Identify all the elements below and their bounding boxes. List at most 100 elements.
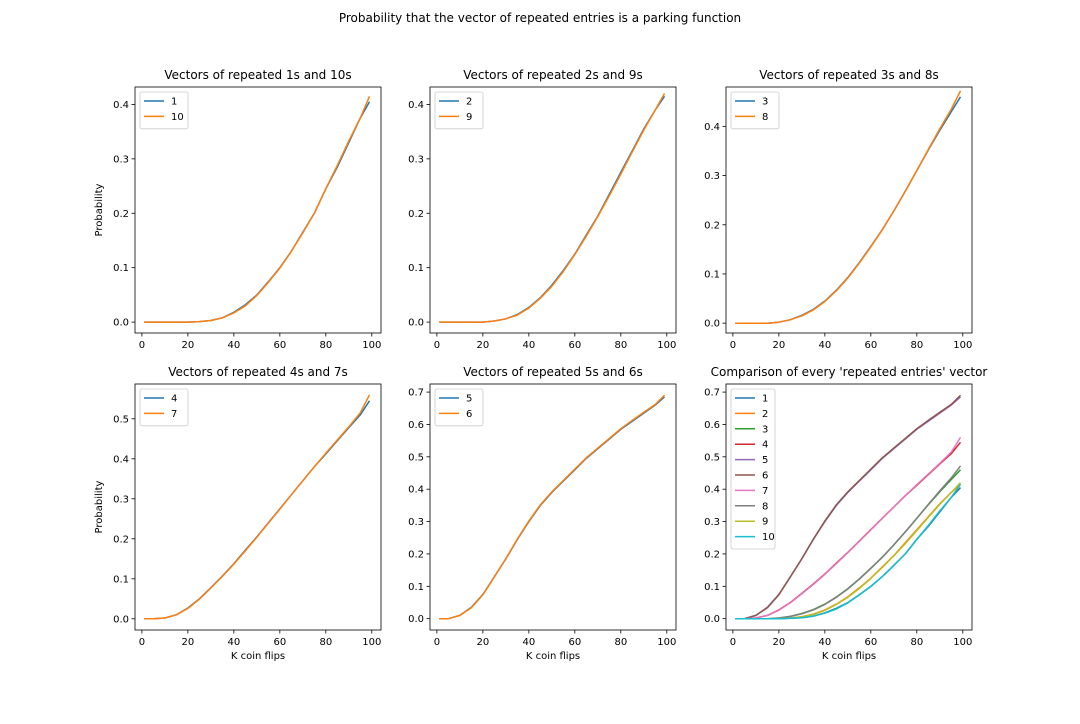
- x-tick-label: 80: [910, 637, 923, 648]
- series-line-10: [144, 96, 371, 323]
- y-tick-label: 0.7: [704, 388, 720, 399]
- x-tick-label: 60: [273, 340, 286, 351]
- x-tick-label: 0: [730, 637, 736, 648]
- x-tick-label: 20: [182, 637, 195, 648]
- plot-frame: [134, 383, 382, 631]
- x-tick-label: 80: [910, 340, 923, 351]
- x-tick-label: 60: [864, 637, 877, 648]
- y-tick-label: 0.6: [408, 420, 424, 431]
- x-tick-label: 60: [864, 340, 877, 351]
- subplot-title: Vectors of repeated 4s and 7s: [168, 365, 348, 379]
- x-tick-label: 80: [319, 637, 332, 648]
- series-line-10: [735, 483, 962, 620]
- legend-label: 1: [171, 97, 177, 108]
- subplot-title: Vectors of repeated 2s and 9s: [463, 68, 643, 82]
- legend-label: 4: [762, 440, 768, 451]
- y-tick-label: 0.1: [113, 574, 129, 585]
- y-tick-label: 0.2: [704, 549, 720, 560]
- x-tick-label: 0: [139, 637, 145, 648]
- y-tick-label: 0.4: [704, 485, 720, 496]
- plot-frame: [429, 383, 677, 631]
- legend-label: 7: [762, 486, 768, 497]
- legend-label: 2: [762, 409, 768, 420]
- legend-label: 9: [466, 112, 472, 123]
- plot-frame: [429, 86, 677, 334]
- legend-box: [434, 91, 484, 130]
- x-tick-label: 0: [434, 637, 440, 648]
- legend-label: 4: [171, 394, 177, 405]
- y-tick-label: 0.2: [408, 209, 424, 220]
- y-tick-label: 0.3: [408, 154, 424, 165]
- subplot-title: Vectors of repeated 3s and 8s: [759, 68, 939, 82]
- x-tick-label: 100: [362, 340, 381, 351]
- x-tick-label: 0: [139, 340, 145, 351]
- y-tick-label: 0.4: [113, 100, 129, 111]
- figure-title: Probability that the vector of repeated …: [338, 11, 742, 25]
- y-tick-label: 0.0: [408, 318, 424, 329]
- legend: 56: [434, 388, 484, 427]
- y-tick-label: 0.1: [408, 582, 424, 593]
- legend-label: 1: [762, 394, 768, 405]
- legend-box: [730, 91, 780, 130]
- legend: 110: [139, 91, 189, 130]
- legend-label: 8: [762, 112, 768, 123]
- legend-label: 8: [762, 501, 768, 512]
- x-axis-label: K coin flips: [231, 651, 285, 662]
- y-tick-label: 0.3: [113, 494, 129, 505]
- x-tick-label: 20: [773, 637, 786, 648]
- series-lines: [439, 93, 666, 323]
- y-tick-label: 0.0: [113, 614, 129, 625]
- series-line-1: [144, 101, 371, 323]
- y-axis-label: Probability: [94, 183, 105, 236]
- y-tick-label: 0.2: [113, 209, 129, 220]
- legend-label: 2: [466, 97, 472, 108]
- series-line-8: [735, 465, 962, 620]
- legend-label: 5: [762, 455, 768, 466]
- subplot-3: Vectors of repeated 3s and 8s 0 20 40 60 80 10…: [704, 68, 973, 351]
- x-tick-label: 40: [818, 637, 831, 648]
- series-line-6: [735, 394, 962, 620]
- y-tick-label: 0.0: [113, 318, 129, 329]
- y-tick-label: 0.0: [704, 614, 720, 625]
- legend-label: 3: [762, 424, 768, 435]
- subplot-4: Vectors of repeated 4s and 7s 0 20 40 60 80 10…: [94, 365, 382, 662]
- series-lines: [735, 394, 962, 620]
- subplot-2: Vectors of repeated 2s and 9s 0 20 40 60 80 10…: [408, 68, 677, 351]
- series-lines: [144, 394, 371, 620]
- series-line-6: [439, 394, 666, 620]
- y-tick-label: 0.4: [113, 454, 129, 465]
- x-axis-label: K coin flips: [526, 651, 580, 662]
- legend-label: 10: [762, 532, 775, 543]
- y-tick-label: 0.2: [704, 220, 720, 231]
- x-tick-label: 20: [182, 340, 195, 351]
- y-tick-label: 0.4: [704, 122, 720, 133]
- x-tick-label: 60: [568, 637, 581, 648]
- y-tick-label: 0.2: [113, 534, 129, 545]
- series-line-3: [735, 96, 962, 324]
- x-tick-label: 20: [773, 340, 786, 351]
- x-tick-label: 80: [319, 340, 332, 351]
- legend-label: 6: [466, 409, 472, 420]
- subplot-title: Vectors of repeated 1s and 10s: [164, 68, 351, 82]
- x-tick-label: 20: [477, 340, 490, 351]
- y-tick-label: 0.3: [113, 154, 129, 165]
- y-tick-label: 0.1: [113, 263, 129, 274]
- y-tick-label: 0.4: [408, 485, 424, 496]
- x-tick-label: 0: [434, 340, 440, 351]
- x-tick-label: 100: [657, 340, 676, 351]
- legend: 47: [139, 388, 189, 427]
- x-tick-label: 80: [614, 637, 627, 648]
- subplot-5: Vectors of repeated 5s and 6s 0 20 40 60 80 10…: [408, 365, 677, 662]
- y-tick-label: 0.0: [704, 319, 720, 330]
- x-tick-label: 100: [953, 637, 972, 648]
- legend-label: 6: [762, 471, 768, 482]
- y-tick-label: 0.6: [704, 420, 720, 431]
- subplot-1: Vectors of repeated 1s and 10s 0 20 40 60 80 1…: [94, 68, 382, 351]
- legend-label: 3: [762, 97, 768, 108]
- x-tick-label: 60: [568, 340, 581, 351]
- y-tick-label: 0.1: [408, 263, 424, 274]
- legend: 29: [434, 91, 484, 130]
- y-tick-label: 0.5: [408, 452, 424, 463]
